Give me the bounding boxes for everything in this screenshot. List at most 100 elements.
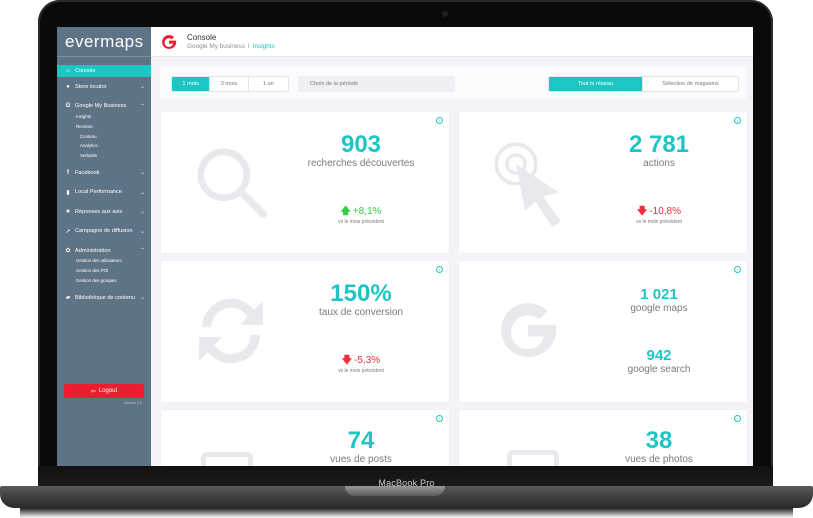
arrow-down-icon: 🡇 [637, 206, 648, 217]
sidebar-item-google-my-business[interactable]: G Google My Business ⌃ [65, 103, 145, 110]
chevron-down-icon: ⌄ [139, 189, 145, 196]
sidebar-subitem-contenu[interactable]: Contenu [80, 133, 97, 139]
metric-card-conversion: i 150% taux de conversion 🡇 -5,3% vs le m… [161, 261, 449, 402]
laptop-shadow [20, 508, 793, 518]
post-icon [201, 452, 253, 466]
period-3-mois[interactable]: 3 mois [210, 77, 249, 91]
metric-block: 150% taux de conversion [291, 281, 431, 319]
laptop-bezel-bottom [38, 466, 773, 486]
google-logo-icon [162, 35, 177, 49]
info-icon[interactable]: i [436, 415, 443, 422]
trend-caption: vs le mois précédent [338, 219, 384, 225]
sidebar-item-administration[interactable]: ✿ Administration ⌃ [65, 247, 145, 255]
trend-block: 🡇 -10,8% vs le mois précédent [589, 206, 729, 225]
logo-area: evermaps [57, 27, 151, 57]
metric-label: vues de photos [625, 454, 693, 465]
metric-label: recherches découvertes [307, 158, 415, 169]
cursor-click-icon [494, 142, 561, 227]
logout-button[interactable]: ⇦ Logout [64, 384, 144, 398]
gear-icon: ✿ [65, 248, 71, 255]
metric-block-maps: 1 021 google maps [589, 286, 729, 315]
metric-block: 74 vues de posts [291, 428, 431, 466]
trend-value: 🡅 +8,1% [340, 206, 382, 217]
metric-label: taux de conversion [319, 307, 403, 318]
filter-toolbar: 1 mois 3 mois 1 an Choix de la période T… [160, 66, 746, 99]
trend-caption: vs le mois précédent [338, 368, 384, 374]
metric-label: actions [643, 158, 675, 169]
evermaps-logo[interactable]: evermaps [65, 31, 144, 51]
sidebar-item-bibliotheque[interactable]: ▰ Bibliothèque de contenu ⌄ [65, 294, 145, 302]
chevron-down-icon: ⌄ [139, 170, 145, 177]
trend-value: 🡇 -10,8% [637, 206, 681, 217]
metric-label: vues de posts [330, 454, 392, 465]
home-icon: ⌂ [66, 68, 70, 74]
trend-block: 🡅 +8,1% vs le mois précédent [291, 206, 431, 225]
trend-value: 🡇 -5,3% [341, 355, 381, 366]
breadcrumb: Google My business I Insights [187, 43, 275, 50]
scope-tout-le-reseau[interactable]: Tout le réseau [549, 77, 644, 91]
breadcrumb-parent[interactable]: Google My business [187, 43, 245, 50]
google-icon: G [65, 103, 71, 110]
info-icon[interactable]: i [734, 415, 741, 422]
metric-value: 150% [330, 280, 392, 307]
info-icon[interactable]: i [436, 266, 443, 273]
sidebar-item-local-performance[interactable]: ▮ Local Performance ⌄ [57, 182, 151, 202]
page-title: Console [187, 33, 217, 42]
period-selector: 1 mois 3 mois 1 an [171, 76, 289, 92]
chevron-up-icon: ⌃ [139, 248, 145, 255]
chevron-down-icon: ⌄ [139, 209, 145, 216]
metric-card-posts: i 74 vues de posts [161, 410, 449, 466]
period-1-an[interactable]: 1 an [262, 81, 274, 87]
metric-value: 1 021 [640, 286, 678, 303]
info-icon[interactable]: i [734, 266, 741, 273]
info-icon[interactable]: i [734, 117, 741, 124]
sidebar-subitem-reviews[interactable]: Reviews [76, 123, 93, 129]
map-pin-icon: ● [66, 83, 70, 90]
sidebar-item-facebook[interactable]: f Facebook ⌄ [57, 163, 151, 183]
briefcase-icon: ▰ [65, 295, 71, 302]
star-icon: ★ [65, 209, 71, 216]
search-icon [197, 148, 267, 218]
laptop-base [0, 486, 813, 508]
trend-caption: vs le mois précédent [636, 219, 682, 225]
metric-block-search: 942 google search [589, 347, 729, 376]
facebook-icon: f [67, 169, 69, 176]
sidebar-subitem-gestion-groupes[interactable]: Gestion des groupes [76, 278, 117, 284]
metric-block: 2 781 actions [589, 132, 729, 170]
sidebar-subitem-gestion-poi[interactable]: Gestion des POI [76, 268, 109, 274]
trend-block: 🡇 -5,3% vs le mois précédent [291, 355, 431, 374]
arrow-down-icon: 🡇 [341, 355, 353, 366]
metric-value: 942 [646, 347, 672, 364]
metric-card-actions: i 2 781 actions 🡇 -10,8% vs le mois précé… [459, 112, 747, 253]
chevron-down-icon: ⌄ [139, 84, 145, 91]
breadcrumb-current: Insights [252, 43, 275, 50]
sidebar-subitem-insights[interactable]: Insights [76, 114, 92, 119]
metric-value: 38 [645, 427, 673, 454]
scope-selector: Tout le réseau Sélection de magasins [548, 76, 739, 92]
sidebar-item-console[interactable]: ⌂ Console [57, 65, 151, 77]
sidebar-subitem-gestion-utilisateurs[interactable]: Gestion des utilisateurs [76, 258, 122, 264]
sidebar-item-reponses-aux-avis[interactable]: ★ Réponses aux avis ⌄ [65, 208, 145, 216]
app-screen: evermaps ⌂ Console ● Store locator ⌄ G G… [57, 27, 753, 466]
metric-value: 2 781 [628, 131, 690, 158]
scope-selection-magasins[interactable]: Sélection de magasins [662, 81, 719, 87]
google-icon [501, 303, 556, 357]
info-icon[interactable]: i [436, 117, 443, 124]
chevron-down-icon: ⌄ [139, 228, 145, 235]
sidebar-subitem-verbatim[interactable]: Verbatim [80, 153, 98, 159]
sidebar-item-campagne-de-diffusion[interactable]: ➚ Campagne de diffusion ⌄ [65, 228, 145, 235]
version-label: Version 2.0 [124, 401, 142, 405]
camera [442, 11, 448, 17]
logout-icon: ⇦ [90, 388, 96, 395]
bar-chart-icon: ▮ [66, 189, 70, 196]
metric-label: google maps [630, 303, 688, 314]
breadcrumb-separator: I [247, 43, 250, 50]
metric-card-recherches: i 903 recherches découvertes 🡅 +8,1% vs l… [161, 112, 449, 253]
sidebar-item-store-locator[interactable]: ● Store locator ⌄ [57, 77, 151, 97]
sidebar-subitem-analytics[interactable]: Analytics [80, 143, 98, 149]
period-picker-input[interactable]: Choix de la période [298, 76, 455, 92]
period-1-mois[interactable]: 1 mois [172, 77, 211, 91]
device-label: MacBook Pro [378, 478, 435, 488]
metric-label: google search [627, 364, 691, 375]
metric-value: 903 [340, 131, 382, 158]
